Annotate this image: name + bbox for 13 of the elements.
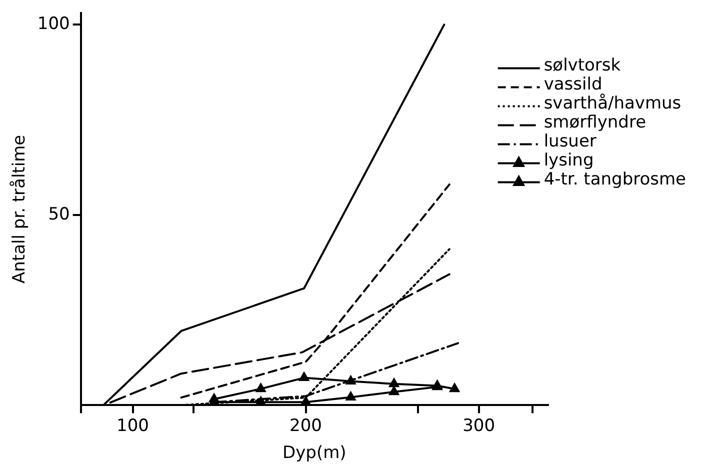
legend-label: smørflyndre	[544, 112, 646, 133]
x-tick-label: 100	[116, 416, 149, 436]
legend-label: vassild	[544, 74, 602, 95]
legend-label: sølvtorsk	[544, 56, 621, 76]
legend-label: lusuer	[544, 132, 596, 152]
legend-label: lysing	[544, 150, 594, 171]
x-tick-label: 300	[462, 416, 496, 436]
legend-label: 4-tr. tangbrosme	[544, 170, 686, 190]
x-tick-label: 200	[290, 416, 322, 436]
legend-label: svarthå/havmus	[544, 94, 682, 114]
x-axis-title: Dyp(m)	[282, 443, 346, 464]
y-axis-title: Antall pr. tråltime	[10, 134, 30, 284]
y-tick-label: 50	[48, 204, 70, 224]
